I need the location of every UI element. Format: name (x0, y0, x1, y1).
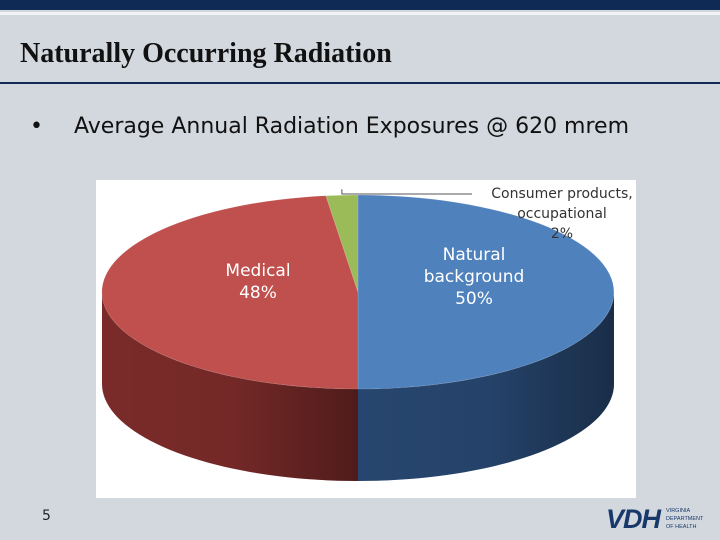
logo-sub-line: DEPARTMENT (666, 516, 704, 522)
top-line (0, 12, 720, 15)
pie-data-label: Natural background 50% (424, 245, 525, 309)
pie-data-label-line: Medical (225, 261, 290, 281)
pie-data-label: Consumer products, occupational 2% (491, 186, 632, 242)
pie-slice (101, 195, 359, 390)
bullet-text: Average Annual Radiation Exposures @ 620… (74, 114, 630, 139)
pie-data-label: Medical 48% (225, 261, 290, 303)
pie-data-label-line: 50% (455, 289, 493, 309)
pie-slice (325, 194, 359, 293)
pie-data-label-line: 2% (551, 226, 573, 242)
pie-slice-side-shade (102, 292, 358, 481)
bullet-marker: • (30, 114, 43, 139)
pie-data-label-line: background (424, 267, 525, 287)
pie-data-label-line: Natural (443, 245, 506, 265)
pie-data-label-line: occupational (517, 206, 607, 222)
pie-data-label-line: Consumer products, (491, 186, 632, 202)
logo-main-text: VDH (606, 504, 661, 534)
logo-sub-line: OF HEALTH (666, 524, 697, 530)
leader-line (341, 189, 472, 195)
logo-sub-text: VIRGINIA DEPARTMENT OF HEALTH (666, 507, 720, 531)
slide-number: 5 (42, 508, 51, 524)
chart-area: Natural background 50% Medical 48% Consumer p… (96, 180, 636, 498)
slide-title: Naturally Occurring Radiation (20, 38, 392, 69)
vdh-logo: VDH VIRGINIA DEPARTMENT OF HEALTH (606, 504, 716, 538)
logo-sub-line: VIRGINIA (666, 508, 691, 514)
top-bar (0, 0, 720, 10)
pie-data-label-line: 48% (239, 283, 277, 303)
title-rule (0, 82, 720, 84)
pie-slice-side-shade (358, 292, 614, 481)
pie-slice (357, 194, 615, 390)
pie-chart: Natural background 50% Medical 48% Consumer p… (101, 186, 633, 481)
bullet-item: • Average Annual Radiation Exposures @ 62… (30, 114, 629, 139)
